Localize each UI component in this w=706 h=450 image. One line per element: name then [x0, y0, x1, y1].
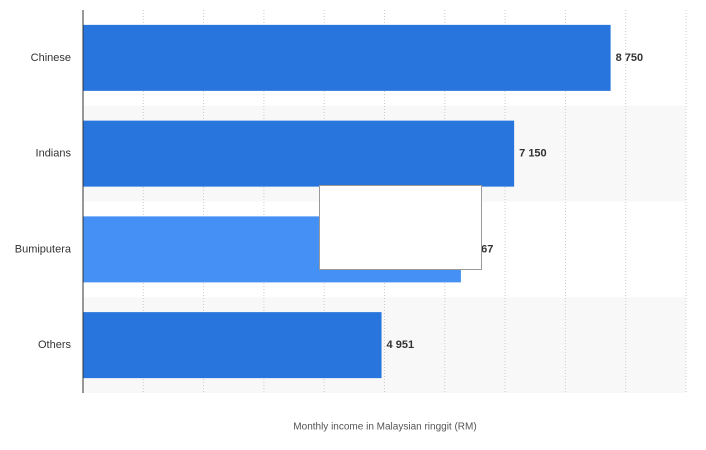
value-label: 7 150 [519, 148, 547, 160]
bar [83, 24, 611, 91]
bar [83, 312, 382, 379]
y-tick-label: Bumiputera [15, 243, 72, 255]
bar [83, 120, 515, 187]
tooltip [319, 185, 482, 270]
value-label: 8 750 [616, 52, 644, 64]
y-tick-label: Indians [36, 148, 72, 160]
x-axis-title: Monthly income in Malaysian ringgit (RM) [293, 422, 476, 433]
y-tick-label: Others [38, 339, 72, 351]
y-tick-label: Chinese [31, 52, 71, 64]
value-label: 4 951 [387, 339, 415, 351]
